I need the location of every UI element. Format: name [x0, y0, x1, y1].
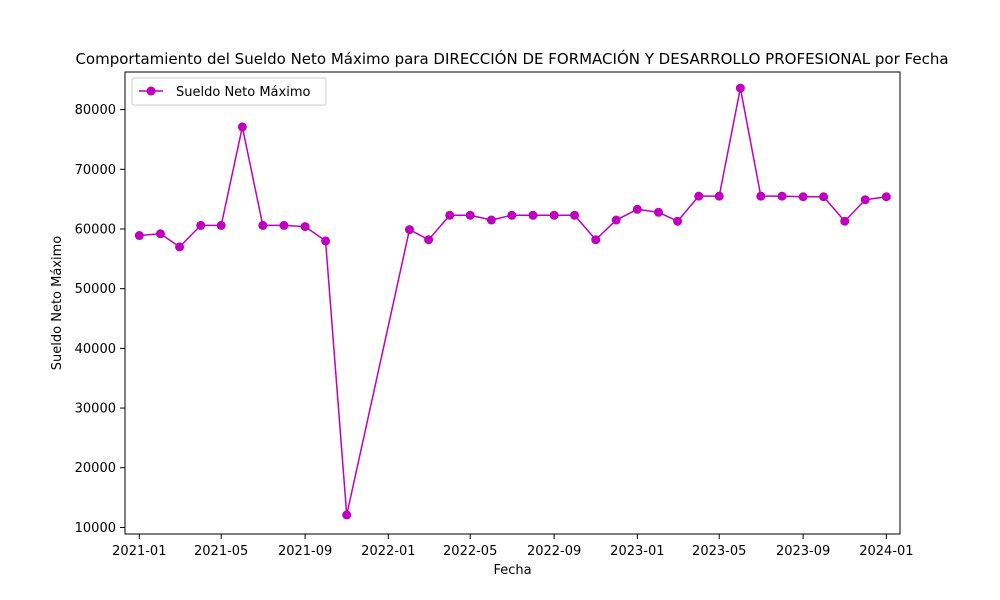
- data-point: [673, 216, 683, 226]
- y-tick-label: 40000: [75, 342, 116, 357]
- data-point: [591, 235, 601, 245]
- data-point: [300, 222, 310, 232]
- x-axis-ticks: 2021-01 2021-05 2021-09 2022-01 2022-05 2022-…: [112, 534, 914, 559]
- data-point: [258, 220, 268, 230]
- data-point: [756, 191, 766, 201]
- x-tick-label: 2021-09: [278, 544, 332, 559]
- data-point: [465, 210, 475, 220]
- x-axis-title: Fecha: [493, 563, 531, 578]
- legend-box: [131, 77, 327, 106]
- x-tick-label: 2021-05: [194, 544, 248, 559]
- series-layer: [134, 83, 891, 520]
- y-axis-title: Sueldo Neto Máximo: [50, 236, 65, 370]
- data-point: [549, 210, 559, 220]
- data-point: [216, 220, 226, 230]
- y-tick-label: 30000: [75, 402, 116, 417]
- y-tick-label: 50000: [75, 282, 116, 297]
- data-point: [486, 215, 496, 225]
- data-point: [528, 210, 538, 220]
- x-tick-label: 2022-05: [443, 544, 497, 559]
- data-point: [860, 195, 870, 205]
- data-point: [570, 210, 580, 220]
- data-point: [321, 236, 331, 246]
- y-tick-label: 60000: [75, 222, 116, 237]
- legend-label: Sueldo Neto Máximo: [176, 85, 310, 100]
- data-point: [237, 122, 247, 132]
- plot-frame: [124, 71, 901, 535]
- x-tick-label: 2021-01: [112, 544, 166, 559]
- data-point: [611, 215, 621, 225]
- y-tick-label: 80000: [75, 103, 116, 118]
- data-point: [196, 220, 206, 230]
- data-point: [175, 242, 185, 252]
- data-point: [653, 207, 663, 217]
- data-point: [819, 192, 829, 202]
- y-axis-ticks: 10000 20000 30000 40000 50000 60000 70000 80000: [75, 103, 125, 536]
- data-point: [735, 83, 745, 93]
- data-point: [798, 192, 808, 202]
- data-point: [714, 191, 724, 201]
- data-point: [507, 210, 517, 220]
- data-point: [279, 220, 289, 230]
- plot-area: [125, 72, 900, 534]
- data-point: [840, 216, 850, 226]
- x-tick-label: 2024-01: [859, 544, 913, 559]
- legend: Sueldo Neto Máximo: [131, 77, 327, 106]
- data-point: [424, 235, 434, 245]
- x-tick-label: 2022-09: [527, 544, 581, 559]
- data-point: [342, 510, 352, 520]
- data-point: [155, 229, 165, 239]
- x-tick-label: 2023-09: [776, 544, 830, 559]
- data-point: [404, 225, 414, 235]
- chart-title: Comportamiento del Sueldo Neto Máximo pa…: [75, 49, 948, 68]
- data-point: [777, 191, 787, 201]
- y-tick-label: 10000: [75, 521, 116, 536]
- data-point: [445, 210, 455, 220]
- x-tick-label: 2023-05: [692, 544, 746, 559]
- y-tick-label: 20000: [75, 461, 116, 476]
- x-tick-label: 2023-01: [610, 544, 664, 559]
- legend-marker-sample: [146, 86, 156, 96]
- y-tick-label: 70000: [75, 163, 116, 178]
- data-point: [881, 192, 891, 202]
- x-tick-label: 2022-01: [361, 544, 415, 559]
- data-point: [134, 231, 144, 241]
- data-point: [694, 191, 704, 201]
- data-point: [632, 204, 642, 214]
